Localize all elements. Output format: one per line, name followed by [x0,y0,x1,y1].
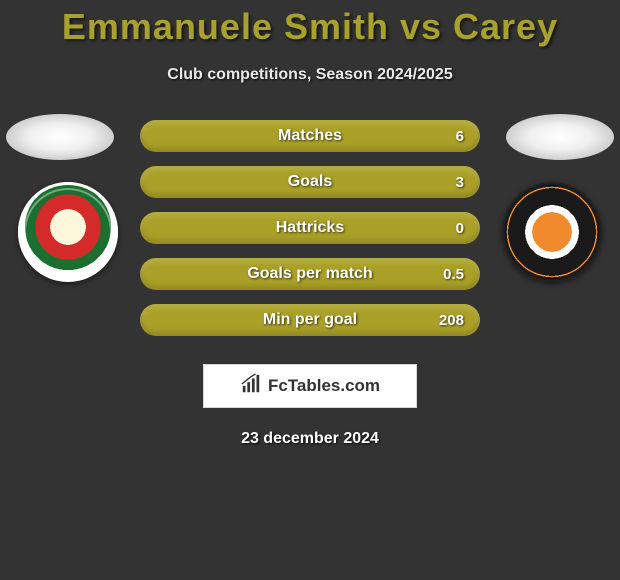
stat-label: Goals [288,173,332,191]
snapshot-date: 23 december 2024 [0,430,620,448]
stat-value: 208 [439,312,464,329]
stat-label: Matches [278,127,342,145]
comparison-subtitle: Club competitions, Season 2024/2025 [0,66,620,84]
stat-value: 3 [456,174,464,191]
stat-row-hattricks: Hattricks 0 [140,212,480,244]
stat-label: Goals per match [247,265,372,283]
bar-chart-icon [240,373,262,400]
stat-row-goals: Goals 3 [140,166,480,198]
stat-label: Min per goal [263,311,357,329]
stat-bars: Matches 6 Goals 3 Hattricks 0 Goals per … [140,120,480,336]
player-disc-right [506,114,614,160]
stat-value: 6 [456,128,464,145]
wrexham-crest [18,182,118,282]
player-disc-left [6,114,114,160]
stat-row-min-per-goal: Min per goal 208 [140,304,480,336]
attribution-text: FcTables.com [268,376,380,396]
comparison-title: Emmanuele Smith vs Carey [0,0,620,48]
comparison-body: Matches 6 Goals 3 Hattricks 0 Goals per … [0,120,620,336]
stat-row-matches: Matches 6 [140,120,480,152]
stat-row-goals-per-match: Goals per match 0.5 [140,258,480,290]
attribution-box[interactable]: FcTables.com [203,364,417,408]
blackpool-crest [502,182,602,282]
stat-value: 0 [456,220,464,237]
stat-label: Hattricks [276,219,344,237]
stat-value: 0.5 [443,266,464,283]
